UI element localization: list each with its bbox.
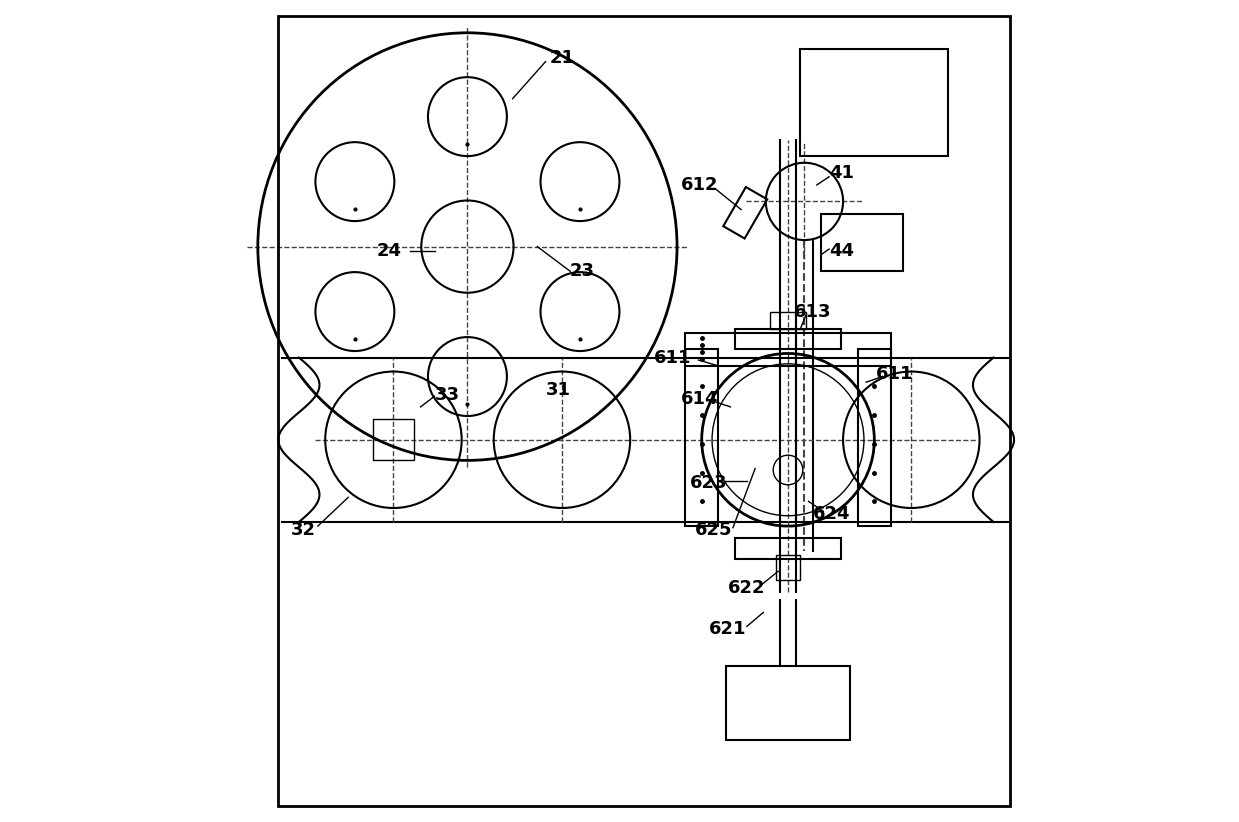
Text: 44: 44 (829, 242, 854, 260)
Bar (685, 333, 891, 366)
Bar (776, 555, 800, 580)
Text: 625: 625 (695, 521, 732, 539)
Text: 23: 23 (570, 262, 595, 280)
Text: 613: 613 (794, 303, 831, 321)
Text: 621: 621 (709, 620, 747, 638)
Text: 623: 623 (690, 473, 727, 492)
Text: 611: 611 (876, 365, 913, 383)
Bar (735, 329, 841, 349)
Text: 24: 24 (377, 242, 401, 260)
Text: 31: 31 (545, 381, 570, 399)
Bar (800, 49, 948, 156)
Text: 32: 32 (290, 521, 316, 539)
Bar (724, 187, 767, 238)
Text: 624: 624 (813, 505, 850, 523)
Text: 622: 622 (729, 579, 766, 597)
Bar (373, 419, 414, 460)
Text: 611: 611 (654, 349, 691, 367)
Bar (821, 214, 903, 271)
Text: 21: 21 (549, 48, 575, 67)
Bar (769, 312, 807, 329)
Bar (726, 666, 850, 740)
Text: 41: 41 (829, 164, 854, 182)
Bar (857, 349, 891, 526)
Bar (279, 16, 1010, 806)
Text: 614: 614 (681, 390, 719, 409)
Bar (685, 349, 719, 526)
Text: 612: 612 (680, 176, 717, 194)
Text: 33: 33 (435, 386, 460, 404)
Bar (735, 538, 841, 559)
